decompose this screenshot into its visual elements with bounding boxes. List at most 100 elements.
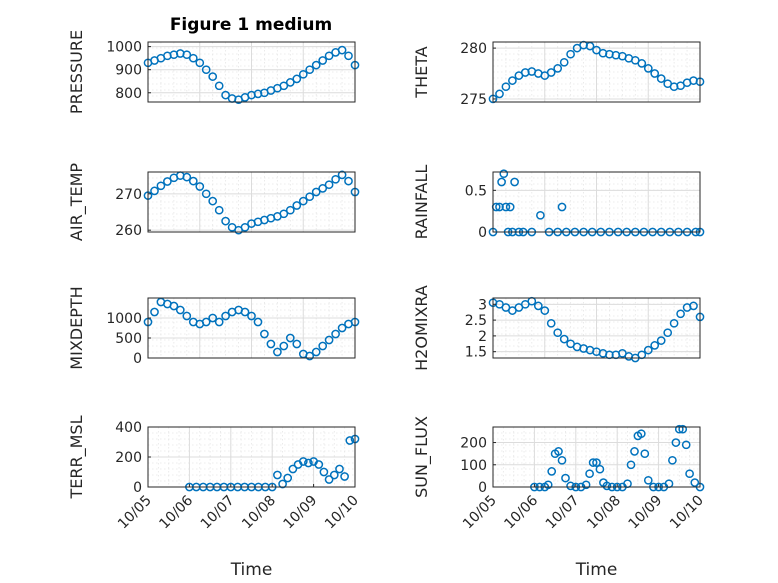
y-tick-label: 2 — [478, 329, 487, 345]
subplot-4: 0 0.5 RAINFALL — [412, 165, 705, 241]
y-tick-label: 1000 — [106, 311, 142, 327]
data-point — [279, 209, 289, 219]
data-point — [240, 222, 250, 232]
x-axis-label: Time — [230, 560, 273, 580]
data-point — [314, 460, 324, 469]
data-point — [298, 457, 308, 466]
y-tick-label: 0 — [478, 480, 487, 496]
data-point — [279, 341, 289, 351]
data-point — [546, 318, 556, 328]
y-tick-label: 1.5 — [465, 345, 487, 361]
x-tick-label: 10/06 — [501, 492, 541, 532]
data-point — [559, 334, 569, 344]
data-point — [495, 89, 504, 99]
data-point — [636, 429, 646, 439]
data-point — [540, 306, 550, 315]
data-point — [331, 329, 340, 339]
x-tick-label: 10/06 — [156, 492, 196, 532]
data-point — [643, 345, 653, 355]
data-point — [311, 347, 321, 357]
data-point — [214, 205, 224, 215]
x-tick-label: 10/09 — [281, 493, 321, 533]
data-point — [561, 473, 570, 483]
data-point — [221, 216, 230, 226]
y-axis-label: THETA — [412, 46, 431, 98]
data-point — [324, 475, 334, 484]
data-point — [214, 81, 224, 91]
data-point — [630, 447, 639, 456]
data-point — [690, 478, 700, 487]
subplot-8: 0 100 200 SUN_FLUX 10/05 10/06 10/07 10/08 10/09… — [412, 416, 707, 580]
data-point — [201, 189, 211, 199]
data-point — [240, 307, 250, 317]
data-point — [253, 317, 263, 327]
data-point — [292, 74, 302, 84]
subplot-1: 800 900 1000 PRESSURE — [67, 30, 360, 114]
data-point — [278, 479, 287, 489]
data-point — [602, 481, 612, 491]
data-point — [499, 169, 509, 179]
data-point — [554, 447, 563, 456]
y-axis-label: AIR_TEMP — [67, 163, 87, 241]
data-point — [283, 473, 293, 483]
data-point — [663, 328, 673, 338]
data-point — [345, 436, 355, 445]
data-point — [557, 455, 567, 465]
data-point — [329, 470, 339, 480]
data-point — [150, 186, 159, 196]
data-point — [497, 177, 506, 187]
data-point — [656, 74, 666, 83]
data-point — [318, 56, 328, 65]
y-tick-label: 3 — [478, 297, 487, 313]
y-tick-label: 0 — [478, 225, 487, 241]
x-tick-label: 10/05 — [115, 493, 155, 533]
data-point — [559, 57, 569, 67]
data-point — [510, 177, 519, 187]
data-point — [188, 53, 198, 63]
data-point — [505, 202, 515, 212]
data-point — [674, 424, 684, 434]
data-point — [318, 184, 328, 193]
data-point — [547, 467, 557, 476]
data-point — [678, 424, 688, 434]
data-point — [208, 72, 218, 81]
y-tick-label: 900 — [115, 63, 142, 79]
y-tick-label: 200 — [460, 436, 487, 452]
y-tick-label: 800 — [115, 86, 142, 102]
y-axis-label: TERR_MSL — [67, 415, 87, 499]
data-point — [656, 336, 666, 345]
data-point — [169, 301, 179, 311]
y-axis-label: MIXDEPTH — [67, 286, 86, 369]
data-point — [643, 64, 653, 73]
y-tick-label: 500 — [115, 331, 142, 347]
x-tick-label: 10/07 — [198, 493, 238, 533]
subplot-5: 0 500 1000 MIXDEPTH — [67, 286, 360, 370]
y-tick-label: 270 — [115, 187, 142, 203]
data-point — [285, 333, 295, 343]
data-point — [188, 176, 198, 186]
data-point — [324, 51, 334, 61]
data-point — [182, 172, 192, 182]
data-point — [340, 472, 349, 481]
data-point — [337, 170, 347, 180]
x-tick-label: 10/05 — [460, 493, 500, 533]
data-point — [650, 341, 660, 350]
x-tick-label: 10/08 — [239, 493, 279, 533]
data-point — [311, 60, 321, 70]
data-point — [195, 58, 205, 68]
subplot-3: 260 270 AIR_TEMP — [67, 163, 360, 241]
y-axis-label: H2OMIXRA — [412, 285, 431, 371]
data-point — [671, 438, 681, 447]
subplot-6: 1.522.53 H2OMIXRA — [412, 285, 705, 371]
data-point — [156, 181, 166, 191]
y-tick-label: 100 — [460, 458, 487, 474]
data-point — [324, 335, 334, 345]
data-point — [588, 458, 598, 467]
data-point — [553, 328, 563, 338]
data-point — [273, 470, 282, 480]
data-point — [533, 301, 543, 311]
data-point — [331, 174, 340, 184]
data-point — [214, 317, 224, 327]
axes-box — [147, 297, 356, 359]
